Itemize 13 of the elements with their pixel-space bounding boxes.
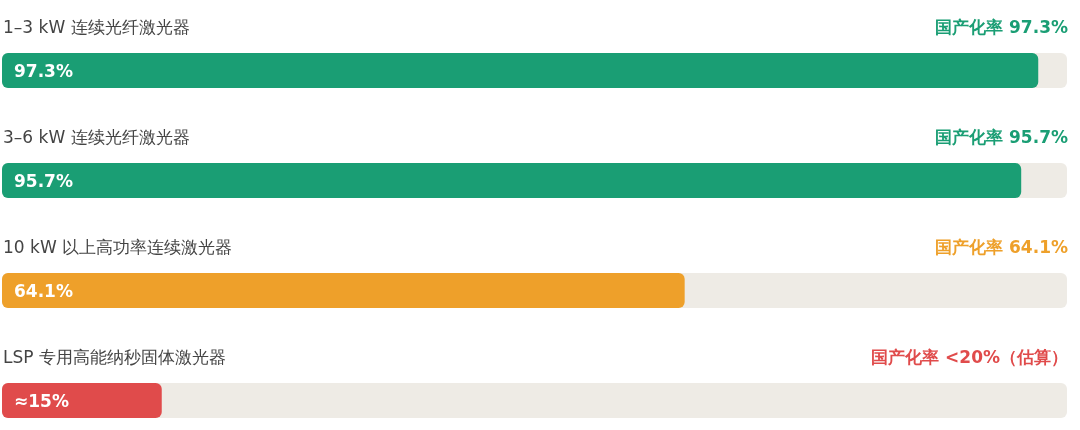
annotation: 国产化率 64.1%	[935, 237, 1068, 257]
annotation: 国产化率 <20%（估算）	[871, 347, 1068, 367]
annotation: 国产化率 95.7%	[935, 127, 1068, 147]
data-label: 97.3%	[14, 61, 73, 81]
data-label: 64.1%	[14, 281, 73, 301]
bar	[2, 383, 162, 418]
y-tick-label: 1–3 kW 连续光纤激光器	[3, 17, 190, 37]
y-tick-label: LSP 专用高能纳秒固体激光器	[3, 347, 226, 367]
y-tick-label: 10 kW 以上高功率连续激光器	[3, 237, 233, 257]
annotation: 国产化率 97.3%	[935, 17, 1068, 37]
y-tick-label: 3–6 kW 连续光纤激光器	[3, 127, 190, 147]
data-label: 95.7%	[14, 171, 73, 191]
data-label: ≈15%	[14, 391, 69, 411]
